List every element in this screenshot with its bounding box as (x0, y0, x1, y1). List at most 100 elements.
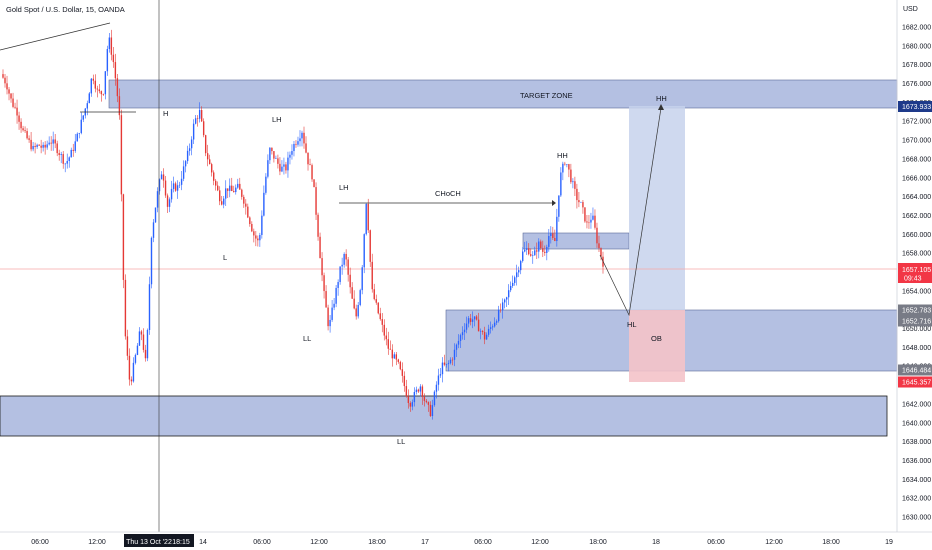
candle-body (560, 172, 562, 196)
candle-body (526, 248, 528, 250)
price-tick-label: 1682.000 (902, 25, 931, 32)
price-tick-label: 1666.000 (902, 175, 931, 182)
candle-body (251, 224, 253, 232)
candle-body (433, 391, 436, 406)
candle-body (239, 183, 241, 190)
candle-body (30, 139, 32, 150)
price-tick-label: 1630.000 (902, 515, 931, 522)
candle-body (423, 396, 426, 401)
candle-body (285, 164, 287, 171)
candle-body (377, 302, 379, 314)
candle-body (409, 403, 412, 407)
candle-body (223, 198, 225, 205)
candle-body (477, 319, 480, 332)
candle-body (102, 94, 105, 95)
candle-body (491, 326, 494, 328)
candle-body (457, 340, 460, 345)
time-axis[interactable]: 06:00 12:00 Thu 13 Oct '22 18:15 14 06:00 12:0… (31, 534, 893, 547)
candle-body (524, 249, 526, 252)
candle-body (28, 138, 30, 140)
candle-body (46, 144, 48, 148)
candle-body (253, 231, 255, 236)
candle-body (507, 290, 510, 298)
candle-body (363, 234, 365, 268)
candle-body (405, 386, 408, 397)
candle-body (582, 202, 584, 208)
candle-body (60, 154, 62, 155)
candle-body (14, 106, 16, 108)
candle-body (375, 299, 377, 303)
price-tick-label: 1668.000 (902, 156, 931, 163)
candle-body (357, 305, 359, 317)
candle-body (140, 331, 143, 335)
price-tag-label: 1652.716 (902, 319, 931, 326)
annotation-lh-1: LH (272, 115, 282, 124)
price-tick-label: 1650.000 (902, 326, 931, 333)
candle-body (574, 181, 576, 189)
long-position-stop[interactable] (629, 310, 685, 382)
long-position-target[interactable] (629, 106, 685, 310)
candle-body (148, 284, 151, 331)
candle-body (186, 150, 189, 162)
candle-body (455, 344, 458, 350)
time-tick-label: 06:00 (707, 539, 725, 546)
candle-body (373, 289, 375, 300)
projection-path[interactable] (599, 107, 662, 317)
candle-body (516, 272, 518, 278)
candle-body (520, 261, 522, 271)
candle-body (546, 246, 548, 253)
price-tick-label: 1672.000 (902, 119, 931, 126)
target-zone[interactable] (108, 79, 898, 109)
candle-body (359, 290, 361, 306)
candle-body (88, 93, 90, 104)
annotation-ob: OB (651, 334, 662, 343)
candle-body (277, 158, 279, 164)
candle-body (82, 115, 84, 120)
candle-body (413, 391, 416, 403)
candle-body (237, 183, 239, 188)
candle-body (118, 96, 121, 116)
candle-body (542, 248, 544, 252)
candle-body (98, 89, 101, 92)
candle-body (528, 248, 530, 255)
candle-body (76, 133, 78, 142)
candle-body (190, 139, 193, 149)
candle-body (421, 386, 424, 397)
candle-body (379, 313, 381, 320)
price-tick-label: 1678.000 (902, 62, 931, 69)
crosshair-time-label: 18:15 (172, 539, 190, 546)
candle-body (120, 115, 123, 195)
candle-body (94, 80, 97, 89)
candle-body (317, 214, 319, 237)
candle-body (407, 396, 410, 404)
candle-body (194, 118, 197, 124)
candle-body (534, 250, 536, 256)
time-tick-label: 12:00 (88, 539, 106, 546)
candle-body (441, 362, 444, 375)
candle-body (146, 330, 149, 359)
time-tick-label: 17 (421, 539, 429, 546)
candle-body (518, 270, 520, 273)
candle-body (225, 188, 227, 199)
candle-body (178, 184, 181, 186)
candle-body (596, 227, 598, 244)
candle-body (367, 203, 369, 231)
candle-body (586, 221, 588, 223)
candle-body (339, 266, 341, 283)
candle-body (493, 322, 496, 327)
candle-body (485, 334, 488, 340)
candle-body (437, 375, 440, 385)
candle-body (315, 187, 317, 215)
trend-line[interactable] (0, 22, 111, 51)
support-zone[interactable] (0, 395, 888, 437)
candle-body (399, 361, 402, 370)
candle-body (168, 199, 171, 207)
candle-body (200, 110, 203, 122)
candle-body (54, 139, 56, 144)
candle-body (419, 386, 422, 392)
candle-body (188, 148, 191, 151)
candle-body (128, 355, 131, 380)
candle-body (451, 359, 454, 361)
candle-body (341, 264, 343, 267)
